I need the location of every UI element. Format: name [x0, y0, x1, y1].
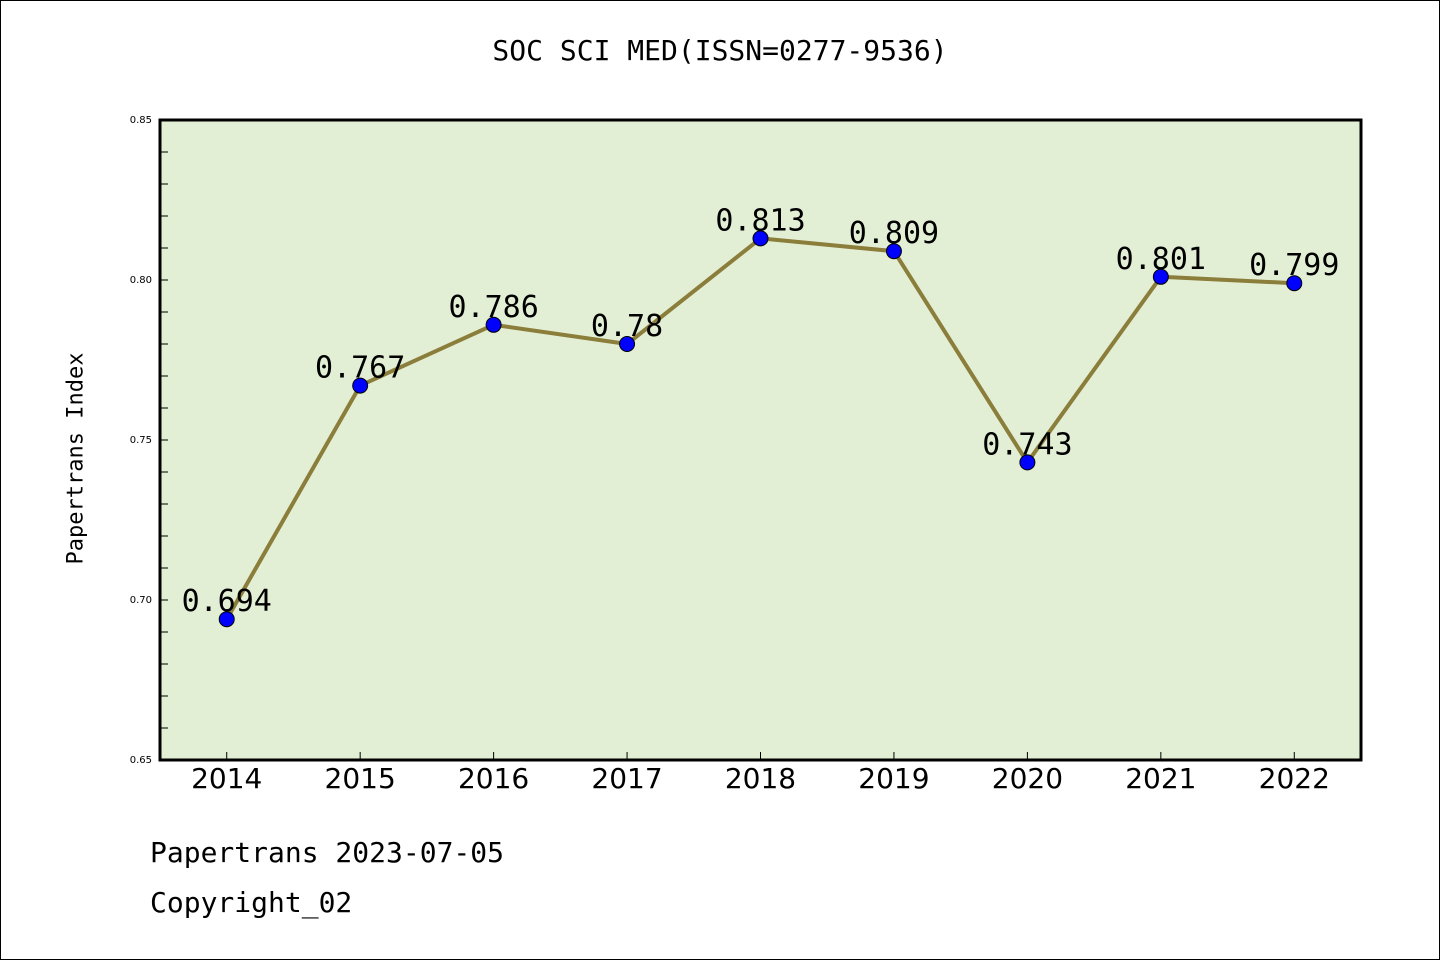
data-point [885, 243, 902, 260]
data-point [352, 377, 369, 394]
data-label: 0.813 [715, 203, 805, 238]
x-tick-label: 2019 [858, 762, 929, 795]
data-label: 0.694 [182, 584, 272, 619]
x-tick-label: 2021 [1125, 762, 1196, 795]
x-tick-label: 2016 [458, 762, 529, 795]
x-tick-label: 2018 [725, 762, 796, 795]
data-label: 0.799 [1249, 248, 1339, 283]
x-tick-label: 2020 [992, 762, 1063, 795]
y-tick-label: 0.65 [130, 755, 152, 766]
x-tick-label: 2017 [591, 762, 662, 795]
data-label: 0.743 [982, 427, 1072, 462]
x-tick-label: 2015 [325, 762, 396, 795]
data-label: 0.786 [448, 290, 538, 325]
x-tick-label: 2022 [1259, 762, 1330, 795]
x-tick-label: 2014 [191, 762, 262, 795]
data-label: 0.767 [315, 351, 405, 386]
chart-title: SOC SCI MED(ISSN=0277-9536) [492, 34, 948, 67]
y-tick-label: 0.80 [130, 275, 152, 286]
data-point [1019, 454, 1036, 471]
plot-border [158, 118, 1363, 762]
data-label: 0.801 [1116, 242, 1206, 277]
y-tick-label: 0.75 [130, 435, 152, 446]
plot-area [160, 120, 1361, 760]
data-point [1152, 268, 1169, 285]
footer-copyright: Copyright_02 [150, 886, 353, 919]
footer-date: Papertrans 2023-07-05 [150, 836, 505, 869]
y-tick-label: 0.85 [130, 115, 152, 126]
data-label: 0.809 [849, 216, 939, 251]
data-point [752, 230, 769, 247]
data-point [485, 316, 502, 333]
data-label: 0.78 [591, 309, 663, 344]
data-point [218, 611, 235, 628]
y-tick-label: 0.70 [130, 595, 152, 606]
data-point [1286, 275, 1303, 292]
data-point [619, 336, 636, 352]
